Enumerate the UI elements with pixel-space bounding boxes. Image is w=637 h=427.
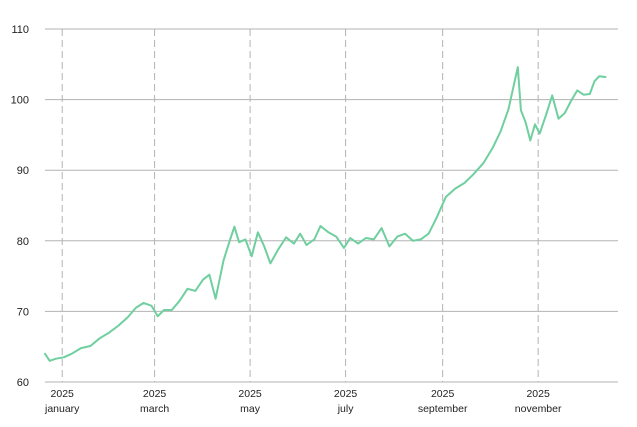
y-tick-label: 90 <box>17 165 29 177</box>
x-tick-year-label: 2025 <box>431 388 455 400</box>
x-tick-month-label: september <box>418 403 468 415</box>
y-tick-label: 110 <box>11 24 29 36</box>
x-tick-month-label: may <box>240 403 261 415</box>
y-tick-label: 70 <box>17 306 29 318</box>
series-group <box>44 66 607 362</box>
vertical-gridlines <box>61 29 539 382</box>
horizontal-gridlines <box>45 28 618 383</box>
y-axis-tick-labels: 60 70 80 90 100 110 <box>11 24 29 389</box>
x-tick-month-label: november <box>515 403 562 415</box>
x-tick-year-label: 2025 <box>238 388 262 400</box>
x-tick-year-label: 2025 <box>143 388 167 400</box>
series-line <box>44 66 607 362</box>
x-tick-month-label: january <box>44 403 80 415</box>
y-tick-label: 80 <box>17 236 29 248</box>
x-tick-year-label: 2025 <box>334 388 358 400</box>
x-tick-month-label: july <box>337 403 355 415</box>
x-axis-tick-labels: 2025 january 2025 march 2025 may 2025 july 2025 s… <box>44 388 562 415</box>
x-tick-year-label: 2025 <box>51 388 75 400</box>
y-tick-label: 100 <box>11 95 29 107</box>
x-tick-year-label: 2025 <box>526 388 550 400</box>
x-tick-month-label: march <box>140 403 169 415</box>
y-tick-label: 60 <box>17 377 29 389</box>
